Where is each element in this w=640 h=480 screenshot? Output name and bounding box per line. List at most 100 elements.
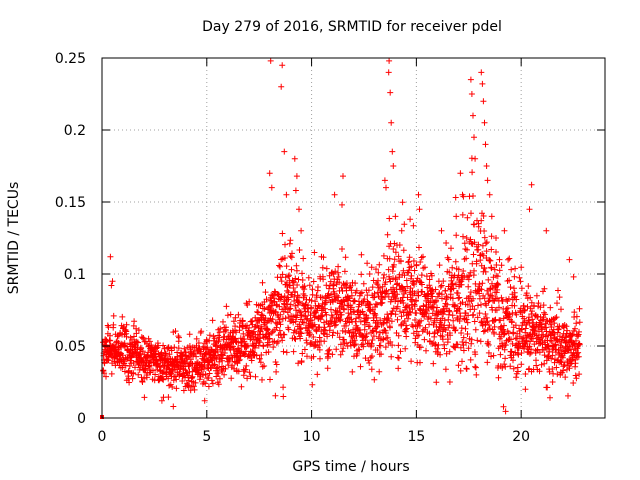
data-point xyxy=(389,268,396,275)
data-point xyxy=(515,368,521,375)
data-point xyxy=(488,246,495,253)
data-point xyxy=(445,324,452,331)
data-point xyxy=(479,322,486,329)
data-point xyxy=(576,341,583,348)
data-point xyxy=(392,249,399,256)
data-point xyxy=(321,338,328,345)
data-point xyxy=(385,315,392,322)
data-point xyxy=(573,313,580,320)
data-point xyxy=(512,349,519,356)
data-point xyxy=(336,279,343,286)
data-point-outlier xyxy=(278,83,285,90)
data-point xyxy=(372,312,379,318)
data-point xyxy=(273,368,280,375)
data-point xyxy=(494,286,501,293)
data-point xyxy=(460,233,466,240)
data-point xyxy=(438,321,445,328)
data-point xyxy=(473,371,480,378)
data-point xyxy=(321,324,328,331)
data-point xyxy=(124,356,130,363)
data-point xyxy=(384,231,391,238)
data-point xyxy=(379,299,386,306)
data-point xyxy=(477,338,484,345)
data-point xyxy=(556,294,563,301)
data-point xyxy=(429,293,436,300)
data-point xyxy=(411,267,418,274)
data-point xyxy=(394,291,401,298)
data-point xyxy=(359,308,366,315)
data-point xyxy=(299,319,306,325)
data-point-outlier xyxy=(483,163,490,169)
data-point xyxy=(107,337,114,344)
data-point xyxy=(546,348,553,355)
data-point-outlier xyxy=(293,173,300,180)
data-point xyxy=(363,319,370,326)
data-point-outlier xyxy=(570,273,577,280)
data-point xyxy=(468,336,475,343)
data-point xyxy=(287,301,294,308)
data-point xyxy=(528,299,535,306)
data-point xyxy=(340,345,347,352)
data-point xyxy=(219,368,226,375)
data-point xyxy=(315,302,322,309)
data-point xyxy=(376,261,383,268)
data-point-outlier xyxy=(386,57,393,64)
data-point xyxy=(464,246,470,253)
data-point xyxy=(277,311,284,318)
data-point xyxy=(408,263,415,270)
data-point xyxy=(190,383,197,390)
data-point xyxy=(576,371,583,378)
data-point xyxy=(276,303,283,310)
data-point xyxy=(356,346,363,353)
data-point-outlier xyxy=(415,191,422,198)
data-point xyxy=(171,344,178,351)
data-point xyxy=(561,361,568,368)
data-point xyxy=(123,328,130,335)
data-point xyxy=(478,301,484,308)
data-point xyxy=(411,281,418,288)
data-point xyxy=(389,342,396,349)
data-point xyxy=(408,358,415,365)
data-point xyxy=(411,290,418,297)
data-point xyxy=(356,314,363,321)
data-point xyxy=(437,351,444,358)
data-point xyxy=(416,244,422,251)
data-point xyxy=(535,300,542,307)
data-point xyxy=(119,352,126,359)
data-point xyxy=(353,333,360,340)
data-point xyxy=(254,308,261,315)
data-point xyxy=(443,350,450,357)
x-tick-label: 0 xyxy=(98,429,107,445)
data-point xyxy=(511,273,518,280)
data-point xyxy=(214,347,221,353)
data-point xyxy=(435,327,442,334)
data-point xyxy=(466,272,473,279)
data-point xyxy=(205,358,211,365)
data-point xyxy=(311,341,318,348)
data-point-outlier xyxy=(108,282,115,289)
data-point xyxy=(502,408,509,415)
data-point xyxy=(434,293,441,300)
data-point xyxy=(498,262,505,269)
data-point xyxy=(479,280,486,287)
data-point xyxy=(421,264,428,271)
data-point xyxy=(130,370,137,377)
data-point xyxy=(444,301,451,308)
data-point xyxy=(483,239,490,246)
data-point xyxy=(150,367,156,374)
data-point-outlier xyxy=(459,191,466,198)
data-point xyxy=(403,277,410,284)
data-point xyxy=(108,370,115,377)
data-point xyxy=(191,349,197,356)
data-point xyxy=(422,324,429,331)
data-point xyxy=(141,375,148,382)
data-point xyxy=(413,262,420,269)
data-point-outlier xyxy=(522,386,529,393)
data-point xyxy=(276,262,283,269)
data-point xyxy=(459,211,466,218)
data-point xyxy=(303,337,310,344)
data-point xyxy=(260,343,267,350)
data-point xyxy=(135,339,141,346)
data-point-outlier xyxy=(467,76,474,83)
data-point xyxy=(334,308,341,315)
